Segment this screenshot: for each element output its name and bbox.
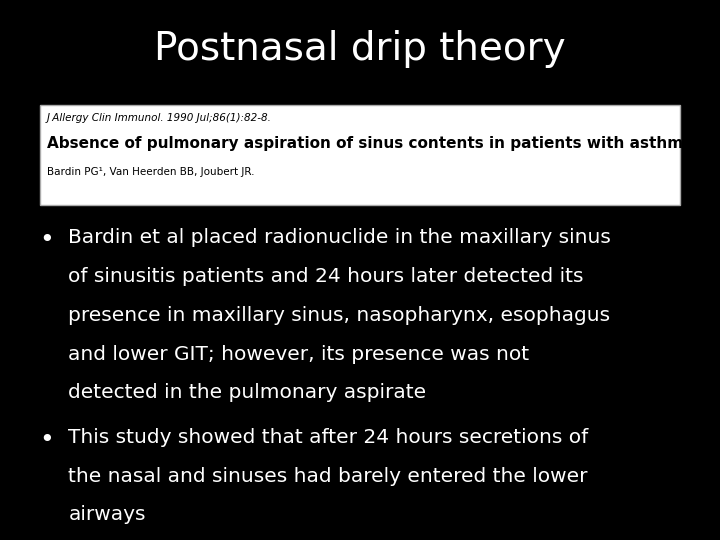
Text: Absence of pulmonary aspiration of sinus contents in patients with asthma and si: Absence of pulmonary aspiration of sinus…: [47, 136, 720, 151]
Text: detected in the pulmonary aspirate: detected in the pulmonary aspirate: [68, 383, 426, 402]
Text: Bardin et al placed radionuclide in the maxillary sinus: Bardin et al placed radionuclide in the …: [68, 228, 611, 247]
Text: and lower GIT; however, its presence was not: and lower GIT; however, its presence was…: [68, 345, 529, 363]
Text: J Allergy Clin Immunol. 1990 Jul;86(1):82-8.: J Allergy Clin Immunol. 1990 Jul;86(1):8…: [47, 113, 271, 124]
Text: Bardin PG¹, Van Heerden BB, Joubert JR.: Bardin PG¹, Van Heerden BB, Joubert JR.: [47, 167, 254, 178]
Text: This study showed that after 24 hours secretions of: This study showed that after 24 hours se…: [68, 428, 589, 447]
Text: •: •: [40, 428, 54, 451]
FancyBboxPatch shape: [40, 105, 680, 205]
Text: the nasal and sinuses had barely entered the lower: the nasal and sinuses had barely entered…: [68, 467, 588, 485]
Text: Postnasal drip theory: Postnasal drip theory: [154, 30, 566, 68]
Text: •: •: [40, 228, 54, 252]
Text: presence in maxillary sinus, nasopharynx, esophagus: presence in maxillary sinus, nasopharynx…: [68, 306, 611, 325]
Text: airways: airways: [68, 505, 146, 524]
Text: of sinusitis patients and 24 hours later detected its: of sinusitis patients and 24 hours later…: [68, 267, 584, 286]
